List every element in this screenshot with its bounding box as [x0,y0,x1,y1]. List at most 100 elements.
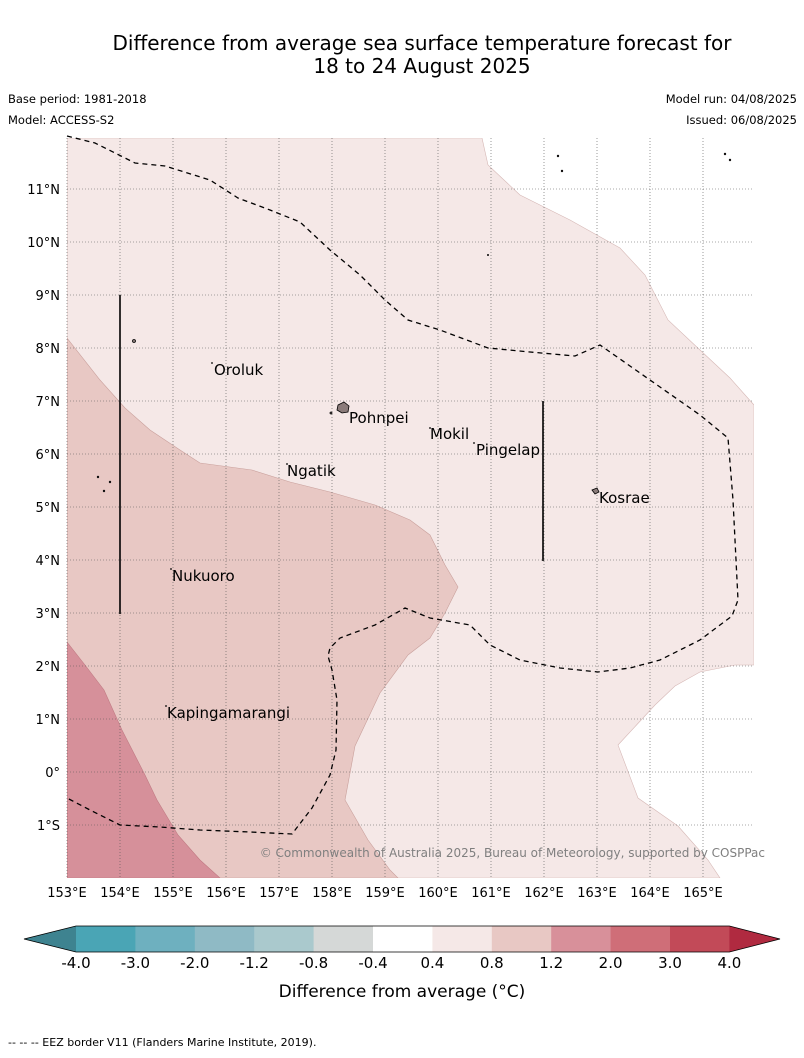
longitude-label: 164°E [630,886,670,901]
latitude-label: 4°N [36,554,61,569]
oroluk-marker [211,362,213,364]
graticule [66,138,754,878]
longitude-label: 161°E [471,886,511,901]
map-title: Difference from average sea surface temp… [60,32,784,78]
nukuoro-marker [170,568,172,570]
colorbar-segment [254,926,315,952]
place-kapingamarangi: Kapingamarangi [167,704,290,722]
pohnpei-island-shape [336,401,350,414]
colorbar-title: Difference from average (°C) [279,982,526,1002]
colorbar-extend-low [24,926,76,952]
region-boundaries [119,295,544,614]
axis-labels: 153°E 154°E 155°E 156°E 157°E 158°E 159°E 160°E… [27,183,723,901]
anomaly-fill-1.2-2.0 [67,641,221,878]
longitude-label: 160°E [418,886,458,901]
colorbar-segment [551,926,612,952]
eez-footnote: -- -- -- EEZ border V11 (Flanders Marine… [8,1036,317,1049]
colorbar-tick-label: -0.4 [358,954,387,972]
colorbar-tick-label: -3.0 [121,954,150,972]
latitude-label: 7°N [36,395,61,410]
place-pingelap: Pingelap [476,441,540,459]
place-labels: Oroluk Pohnpei Mokil Pingelap Ngatik Kos… [165,361,650,722]
title-line-2: 18 to 24 August 2025 [313,54,531,78]
longitude-label: 159°E [365,886,405,901]
ngatik-marker [286,463,288,465]
longitude-label: 155°E [153,886,193,901]
title-line-1: Difference from average sea surface temp… [112,31,732,55]
small-island-marker [108,480,112,484]
colorbar-tick-label: -2.0 [180,954,209,972]
kapingamarangi-marker [165,705,167,707]
pingelap-marker [473,442,475,444]
latitude-label: 5°N [36,501,61,516]
small-island-marker [132,339,136,343]
eez-border-north [66,135,739,835]
kosrae-island-shape [591,487,600,495]
latitude-label: 1°N [36,713,61,728]
small-island-marker [728,158,732,162]
base-period: Base period: 1981-2018 [8,92,147,106]
longitude-label: 158°E [312,886,352,901]
place-mokil: Mokil [430,425,469,443]
place-oroluk: Oroluk [214,361,263,379]
islands [96,152,732,495]
small-island-marker [329,411,333,415]
place-pohnpei: Pohnpei [349,409,409,427]
longitude-label: 156°E [206,886,246,901]
anomaly-fill-0.8-1.2 [67,337,459,878]
latitude-label: 2°N [36,660,61,675]
latitude-label: 11°N [27,183,60,198]
colorbar-segment [432,926,493,952]
small-island-marker [723,152,727,156]
place-kosrae: Kosrae [599,489,650,507]
colorbar-extend-high [729,926,780,952]
latitude-label: 0° [45,766,60,781]
colorbar-tick-label: 0.8 [480,954,504,972]
colorbar-segment [135,926,196,952]
colorbar-tick-label: 3.0 [658,954,682,972]
longitude-label: 153°E [47,886,87,901]
colorbar-tick-label: 4.0 [717,954,741,972]
colorbar-segment [610,926,671,952]
issued-date: Issued: 06/08/2025 [686,113,797,127]
latitude-label: 9°N [36,289,61,304]
latitude-label: 10°N [27,236,60,251]
colorbar-tick-label: -1.2 [240,954,269,972]
colorbar-tick-label: 2.0 [599,954,623,972]
model-run-date: Model run: 04/08/2025 [665,92,797,106]
colorbar-tick-label: -4.0 [61,954,90,972]
small-island-marker [560,169,564,173]
place-nukuoro: Nukuoro [172,567,235,585]
small-island-marker [102,489,106,493]
longitude-label: 157°E [259,886,299,901]
colorbar-tick-label: 0.4 [420,954,444,972]
latitude-label: 1°S [37,819,60,834]
colorbar-outline [23,925,781,953]
colorbar-segment [313,926,374,952]
latitude-label: 3°N [36,607,61,622]
longitude-label: 154°E [100,886,140,901]
colorbar-segment [76,926,136,952]
longitude-label: 162°E [524,886,564,901]
longitude-label: 165°E [683,886,723,901]
colorbar [23,925,781,953]
place-ngatik: Ngatik [287,462,336,480]
colorbar-segment [491,926,552,952]
colorbar-tick-label: 1.2 [539,954,563,972]
colorbar-tick-label: -0.8 [299,954,328,972]
small-island-marker [96,475,100,479]
eez-borders [66,135,739,835]
small-island-marker [486,253,489,256]
mokil-marker [429,427,431,429]
colorbar-segment [194,926,255,952]
colorbar-ticks: -4.0 -3.0 -2.0 -1.2 -0.8 -0.4 0.4 0.8 1.2 2.0 3.0 4… [61,954,741,972]
colorbar-segment [670,926,730,952]
latitude-label: 6°N [36,448,61,463]
copyright-notice: © Commonwealth of Australia 2025, Bureau… [260,846,765,860]
longitude-label: 163°E [577,886,617,901]
contour-fills [67,138,754,878]
model-name: Model: ACCESS-S2 [8,113,115,127]
small-island-marker [556,154,560,158]
